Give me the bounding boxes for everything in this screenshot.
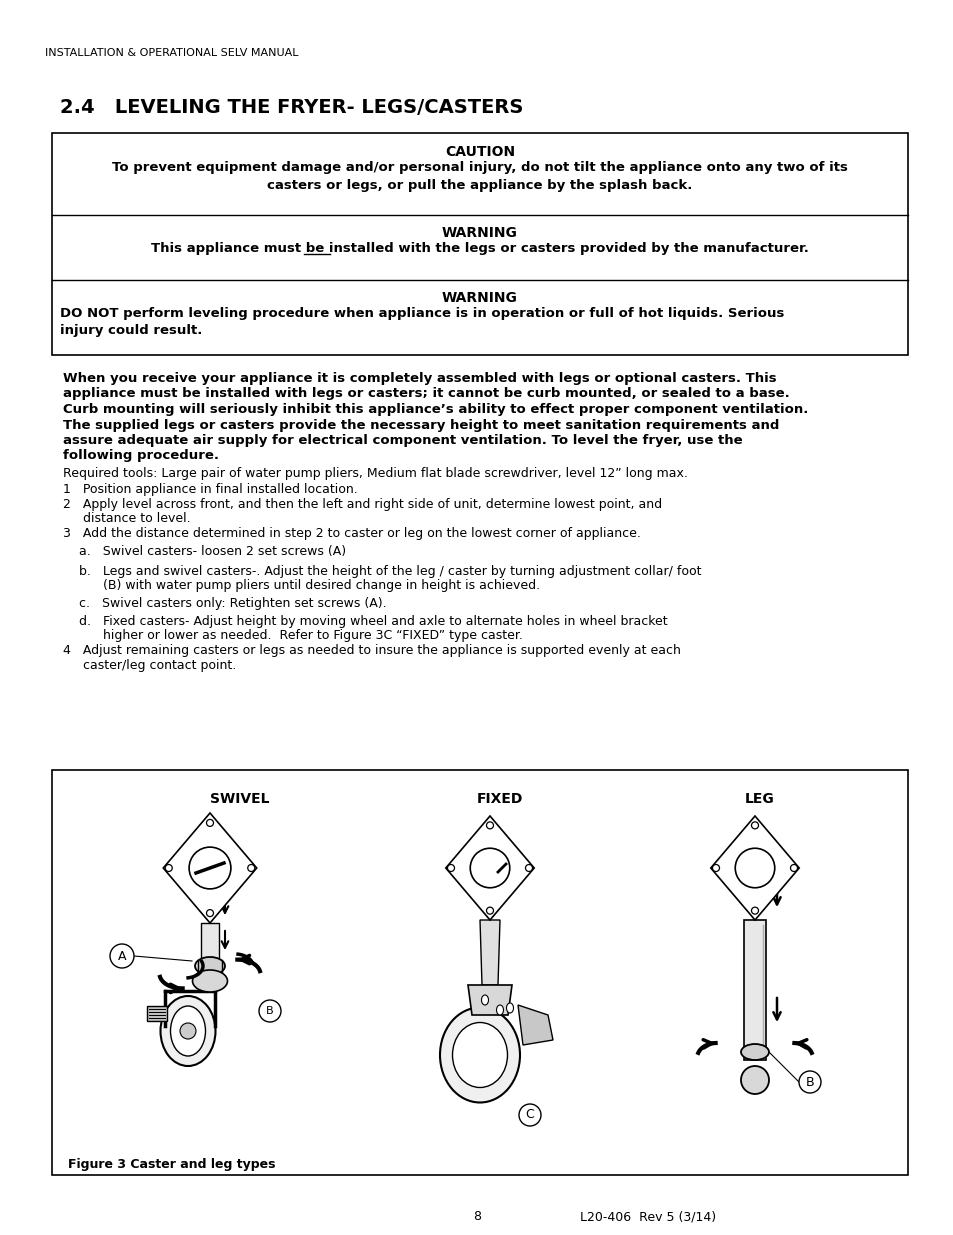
Circle shape [486,908,493,914]
Bar [52,133,907,354]
Text: INSTALLATION & OPERATIONAL SELV MANUAL: INSTALLATION & OPERATIONAL SELV MANUAL [45,48,298,58]
Polygon shape [710,816,799,920]
Circle shape [751,908,758,914]
Polygon shape [445,816,534,920]
Circle shape [189,847,231,889]
Polygon shape [479,920,499,986]
Ellipse shape [171,1007,205,1056]
Circle shape [740,1066,768,1094]
Circle shape [790,864,797,872]
Text: CAUTION: CAUTION [444,144,515,159]
Circle shape [518,1104,540,1126]
Ellipse shape [193,969,227,992]
Text: WARNING: WARNING [441,291,517,305]
Ellipse shape [439,1008,519,1103]
Text: The supplied legs or casters provide the necessary height to meet sanitation req: The supplied legs or casters provide the… [63,419,779,431]
Circle shape [447,864,454,872]
Text: This appliance must be installed with the legs or casters provided by the manufa: This appliance must be installed with th… [151,242,808,254]
Text: C: C [525,1109,534,1121]
Text: d.   Fixed casters- Adjust height by moving wheel and axle to alternate holes in: d. Fixed casters- Adjust height by movin… [63,615,667,629]
Text: b.   Legs and swivel casters-. Adjust the height of the leg / caster by turning : b. Legs and swivel casters-. Adjust the … [63,564,700,578]
Ellipse shape [481,995,488,1005]
Ellipse shape [452,1023,507,1088]
Text: casters or legs, or pull the appliance by the splash back.: casters or legs, or pull the appliance b… [267,179,692,191]
Text: following procedure.: following procedure. [63,450,219,462]
Text: appliance must be installed with legs or casters; it cannot be curb mounted, or : appliance must be installed with legs or… [63,388,789,400]
Polygon shape [163,813,256,923]
Ellipse shape [194,957,225,974]
Circle shape [110,944,133,968]
Ellipse shape [740,1044,768,1060]
Text: SWIVEL: SWIVEL [210,792,270,806]
Text: L20-406  Rev 5 (3/14): L20-406 Rev 5 (3/14) [579,1210,716,1223]
Text: FIXED: FIXED [476,792,522,806]
Circle shape [165,864,172,872]
Text: Required tools: Large pair of water pump pliers, Medium flat blade screwdriver, : Required tools: Large pair of water pump… [63,467,687,480]
Ellipse shape [506,1003,513,1013]
Text: DO NOT perform leveling procedure when appliance is in operation or full of hot : DO NOT perform leveling procedure when a… [60,308,783,320]
Text: LEG: LEG [744,792,774,806]
Circle shape [525,864,532,872]
Text: B: B [266,1007,274,1016]
Text: higher or lower as needed.  Refer to Figure 3C “FIXED” type caster.: higher or lower as needed. Refer to Figu… [63,630,522,642]
Circle shape [735,848,774,888]
Text: c.   Swivel casters only: Retighten set screws (A).: c. Swivel casters only: Retighten set sc… [63,597,386,610]
Text: (B) with water pump pliers until desired change in height is achieved.: (B) with water pump pliers until desired… [63,579,539,593]
Text: 3   Add the distance determined in step 2 to caster or leg on the lowest corner : 3 Add the distance determined in step 2 … [63,527,640,540]
Text: A: A [117,950,126,962]
Ellipse shape [160,995,215,1066]
Text: 8: 8 [473,1210,480,1223]
Circle shape [248,864,254,872]
Circle shape [470,848,509,888]
Polygon shape [517,1005,553,1045]
Ellipse shape [496,1005,503,1015]
Text: 2.4   LEVELING THE FRYER- LEGS/CASTERS: 2.4 LEVELING THE FRYER- LEGS/CASTERS [60,98,523,117]
Text: WARNING: WARNING [441,226,517,240]
Circle shape [751,821,758,829]
Circle shape [486,821,493,829]
Text: B: B [805,1076,814,1088]
Polygon shape [147,1007,167,1021]
Text: caster/leg contact point.: caster/leg contact point. [63,658,236,672]
Text: Curb mounting will seriously inhibit this appliance’s ability to effect proper c: Curb mounting will seriously inhibit thi… [63,403,807,416]
Circle shape [712,864,719,872]
Text: When you receive your appliance it is completely assembled with legs or optional: When you receive your appliance it is co… [63,372,776,385]
Polygon shape [201,923,219,963]
Polygon shape [468,986,512,1015]
Circle shape [206,910,213,916]
Circle shape [258,1000,281,1023]
Text: injury could result.: injury could result. [60,324,202,337]
Text: distance to level.: distance to level. [63,513,191,526]
Text: 2   Apply level across front, and then the left and right side of unit, determin: 2 Apply level across front, and then the… [63,498,661,511]
Text: 4   Adjust remaining casters or legs as needed to insure the appliance is suppor: 4 Adjust remaining casters or legs as ne… [63,643,680,657]
Text: Figure 3 Caster and leg types: Figure 3 Caster and leg types [68,1158,275,1171]
Bar [52,769,907,1174]
Text: To prevent equipment damage and/or personal injury, do not tilt the appliance on: To prevent equipment damage and/or perso… [112,161,847,174]
Polygon shape [743,920,765,1060]
Circle shape [180,1023,195,1039]
Text: a.   Swivel casters- loosen 2 set screws (A): a. Swivel casters- loosen 2 set screws (… [63,545,346,558]
Circle shape [799,1071,821,1093]
Text: assure adequate air supply for electrical component ventilation. To level the fr: assure adequate air supply for electrica… [63,433,741,447]
Text: 1   Position appliance in final installed location.: 1 Position appliance in final installed … [63,483,357,496]
Circle shape [206,819,213,826]
